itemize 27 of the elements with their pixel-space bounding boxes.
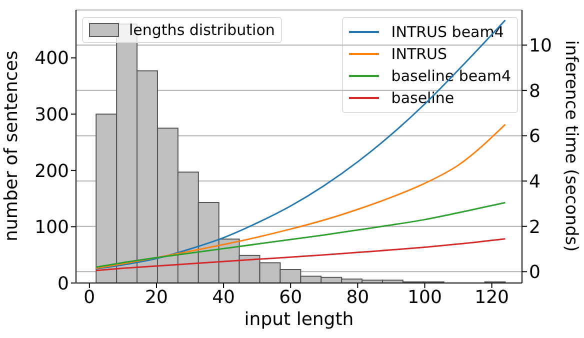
line-series	[95, 202, 506, 268]
y-tick-label: 400	[34, 48, 69, 70]
y-tick-label: 200	[34, 160, 69, 182]
y2-axis-title: inference time (seconds)	[560, 39, 582, 254]
x-tick-label: 60	[279, 286, 302, 308]
legend-label: INTRUS	[391, 44, 448, 65]
y-tick-label: 100	[34, 217, 69, 238]
y-tick-label: 300	[34, 104, 69, 126]
y2-tick-label: 6	[529, 126, 540, 148]
x-tick-label: 40	[212, 286, 235, 308]
x-tick-label: 80	[346, 286, 370, 308]
x-tick-label: 20	[145, 286, 168, 308]
legend-label: baseline beam4	[391, 66, 511, 87]
x-tick-label: 0	[84, 286, 96, 308]
line-series	[95, 238, 506, 272]
y2-tick-label: 2	[529, 216, 540, 238]
y2-tick-label: 0	[529, 262, 540, 284]
y2-tick-label: 4	[529, 171, 540, 192]
y-axis-title: number of sentences	[1, 50, 23, 244]
y2-tick-label: 10	[529, 36, 552, 57]
y-tick-label: 0	[58, 273, 69, 294]
y2-tick-label: 8	[529, 80, 540, 102]
x-tick-label: 120	[474, 286, 509, 308]
line-series	[95, 124, 506, 270]
x-axis-title: input length	[243, 309, 355, 331]
x-tick-label: 100	[408, 286, 442, 308]
legend-label: lengths distribution	[129, 21, 275, 39]
